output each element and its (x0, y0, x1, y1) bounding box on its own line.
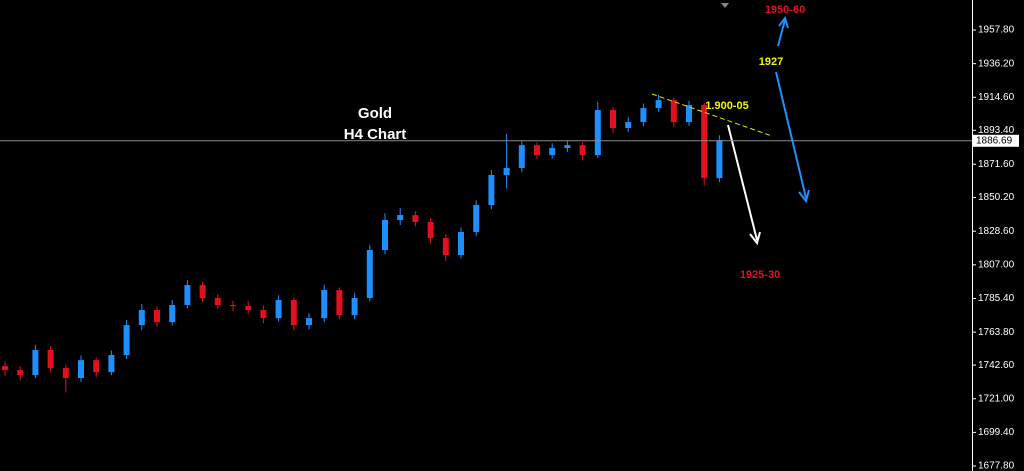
candle-body (321, 290, 328, 319)
arrow-head (749, 231, 761, 246)
arrow-down-blue (775, 71, 807, 199)
candle-body (93, 360, 100, 373)
y-tick-label: 1677.80 (978, 461, 1015, 471)
candle-body (716, 140, 723, 179)
y-tick-label: 1936.20 (978, 58, 1015, 69)
candle-body (184, 285, 191, 306)
candle-body (625, 122, 632, 128)
candle-body (290, 300, 297, 326)
candle-body (655, 100, 662, 109)
y-tick-label: 1807.00 (978, 259, 1015, 270)
y-tick-label: 1721.00 (978, 393, 1015, 404)
candle-body (640, 108, 647, 123)
annotation: 1927 (759, 56, 783, 68)
candle-body (701, 105, 708, 179)
candle-body (458, 231, 464, 256)
chart-title: Gold (358, 105, 392, 122)
arrow-head (798, 189, 810, 204)
chart-subtitle: H4 Chart (344, 126, 407, 143)
candle-body (108, 355, 115, 373)
candle-body (534, 145, 540, 156)
candle-body (214, 298, 221, 306)
candle-body (503, 168, 510, 176)
y-tick-label: 1763.80 (978, 327, 1015, 338)
candle-body (564, 145, 571, 149)
candle-body (260, 310, 267, 319)
candle-body (78, 360, 84, 379)
plot-area (2, 94, 723, 393)
annotation: 1.900-05 (705, 100, 748, 112)
candle-body (62, 368, 69, 379)
candle-body (245, 306, 252, 311)
annotation: 1925-30 (740, 269, 780, 281)
y-tick-label: 1957.80 (978, 25, 1015, 36)
candle-body (518, 145, 525, 169)
candle-body (427, 222, 434, 239)
candle-body (594, 110, 601, 156)
candle-body (397, 215, 404, 221)
last-price-box (973, 134, 1019, 147)
candle-body (306, 318, 312, 326)
y-tick-label: 1850.20 (978, 192, 1015, 203)
candle-body (412, 215, 419, 223)
candle-body (610, 110, 616, 128)
candle-body (686, 105, 692, 123)
y-tick-label: 1914.60 (978, 92, 1015, 103)
candle-body (473, 205, 480, 232)
y-tick-label: 1893.40 (978, 125, 1015, 136)
candle-body (138, 310, 145, 326)
candle-body (366, 250, 373, 299)
shift-marker (721, 3, 729, 8)
candle-body (275, 300, 282, 319)
y-tick-label: 1828.60 (978, 226, 1015, 237)
candle-body (351, 298, 358, 316)
y-tick-label: 1785.40 (978, 293, 1015, 304)
candle-body (579, 145, 586, 156)
y-tick-label: 1699.40 (978, 427, 1015, 438)
arrow-up-blue (777, 19, 786, 47)
candle-body (154, 310, 160, 323)
annotation: 1950-60 (765, 4, 805, 16)
trend-line (651, 93, 773, 137)
candle-body (488, 175, 495, 206)
candle-body (382, 220, 388, 251)
y-tick-label: 1871.60 (978, 159, 1015, 170)
arrow-down-white (727, 124, 758, 241)
candle-body (17, 370, 24, 376)
candle-body (336, 290, 343, 316)
last-price-label: 1886.69 (976, 135, 1013, 146)
candle-body (199, 285, 206, 299)
candle-body (670, 100, 677, 123)
candle-body (442, 238, 449, 256)
candle-body (123, 325, 130, 356)
candle-body (230, 305, 236, 307)
arrow-head (778, 15, 789, 29)
y-tick-label: 1742.60 (978, 360, 1015, 371)
candle-body (32, 350, 39, 376)
candle-body (549, 148, 556, 156)
candle-body (47, 350, 54, 369)
candle-body (2, 366, 8, 371)
candle-body (169, 305, 176, 323)
